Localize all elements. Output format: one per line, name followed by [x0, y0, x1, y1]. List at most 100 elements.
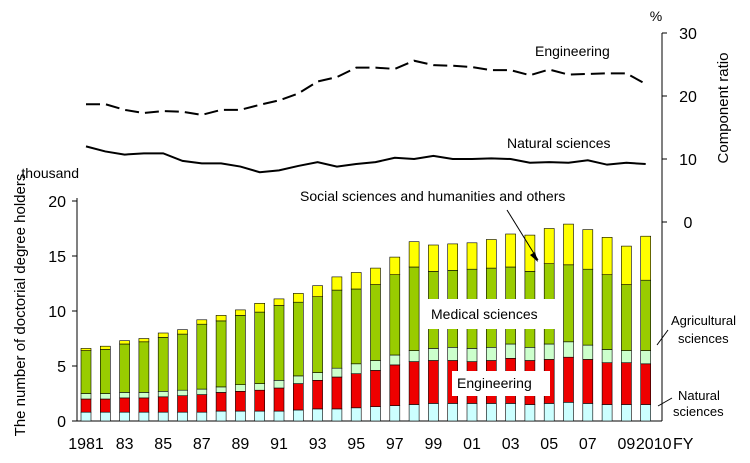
bar-segment-social — [621, 245, 632, 285]
bar-segment-agricultural — [640, 350, 652, 365]
bar-segment-natural — [543, 403, 555, 422]
bar-segment-natural — [601, 404, 613, 422]
bar-segment-agricultural — [389, 354, 401, 366]
bar-segment-engineering — [196, 394, 208, 413]
x-tick-label: 05 — [540, 436, 558, 453]
bar-segment-agricultural — [466, 348, 478, 362]
right-tick-label: 30 — [679, 26, 697, 43]
bar-segment-engineering — [100, 398, 111, 413]
x-tick-label: 83 — [116, 436, 134, 453]
bar-segment-agricultural — [543, 343, 555, 360]
x-tick-label: 2010 — [636, 436, 672, 453]
bar-segment-agricultural — [485, 346, 497, 361]
bar-segment-social — [215, 315, 227, 322]
bar-segment-medical — [235, 315, 246, 385]
bar-segment-social — [254, 302, 265, 313]
bar-segment-social — [100, 345, 111, 350]
bar-segment-agricultural — [157, 390, 169, 398]
right-y-axis: 0 10 20 30 — [661, 26, 697, 421]
bar-segment-engineering — [292, 383, 304, 411]
bar-label-natural-line1: Natural — [678, 388, 720, 403]
bar-segment-natural — [177, 411, 188, 422]
bar-segment-natural — [350, 407, 362, 422]
bar-segment-engineering — [273, 387, 285, 412]
bar-segment-agricultural — [524, 346, 536, 361]
bar-label-agricultural-line1: Agricultural — [671, 313, 736, 328]
bar-segment-natural — [331, 408, 343, 422]
x-tick-label: 85 — [154, 436, 172, 453]
x-tick-label: 03 — [502, 436, 520, 453]
bar-segment-agricultural — [215, 386, 227, 393]
bar-segment-engineering — [254, 389, 265, 412]
bar-segment-social — [119, 340, 130, 345]
bar-segment-natural — [235, 410, 246, 422]
bar-segment-agricultural — [601, 349, 613, 363]
line-series-natural-sciences — [85, 145, 646, 174]
line-series-engineering — [86, 59, 647, 116]
bar-segment-natural — [196, 411, 208, 422]
x-tick-label: 91 — [270, 436, 288, 453]
bar-segment-natural — [408, 404, 420, 422]
left-unit-label: thousand — [21, 165, 79, 181]
ratio-lines — [85, 59, 647, 174]
bar-segment-natural — [389, 405, 401, 422]
bar-segment-engineering — [215, 392, 227, 412]
x-tick-label: 97 — [386, 436, 404, 453]
bar-segment-social — [331, 276, 343, 291]
bar-segment-social — [466, 242, 478, 270]
bar-segment-engineering — [563, 356, 574, 403]
bar-segment-social — [312, 285, 323, 298]
bar-segment-natural — [640, 404, 652, 422]
right-tick-label: 0 — [684, 215, 693, 232]
x-tick-label: 1981 — [68, 436, 104, 453]
bar-segment-medical — [640, 279, 652, 351]
bar-segment-natural — [524, 404, 536, 422]
bar-segment-natural — [582, 403, 594, 422]
bar-segment-social — [640, 235, 652, 281]
bar-segment-engineering — [370, 370, 381, 407]
bar-segment-natural — [292, 409, 304, 422]
line-label-engineering: Engineering — [535, 43, 610, 59]
bar-segment-natural — [466, 403, 478, 422]
bar-segment-medical — [389, 274, 401, 356]
bar-segment-social — [447, 243, 459, 271]
bar-segment-medical — [408, 266, 420, 351]
bar-segment-agricultural — [505, 343, 516, 359]
left-tick-label: 5 — [57, 359, 66, 376]
bar-segment-social — [601, 237, 613, 276]
bar-segment-medical — [177, 333, 188, 391]
bar-label-agricultural-line2: sciences — [678, 331, 729, 346]
bar-segment-medical — [273, 305, 285, 381]
left-tick-label: 20 — [48, 194, 66, 211]
bar-segment-social — [177, 329, 188, 335]
bar-segment-medical — [138, 341, 150, 393]
bar-segment-social — [80, 348, 92, 351]
bar-segment-natural — [157, 411, 169, 422]
bar-segment-agricultural — [100, 393, 111, 400]
bar-segment-natural — [119, 411, 130, 422]
bar-segment-engineering — [177, 395, 188, 413]
bar-segment-social — [485, 239, 497, 269]
x-tick-label: 95 — [347, 436, 365, 453]
bar-segment-medical — [292, 301, 304, 377]
bar-segment-engineering — [119, 397, 130, 413]
engineering-label-bg — [452, 371, 550, 396]
bar-segment-agricultural — [370, 360, 381, 371]
bar-segment-social — [428, 244, 439, 272]
left-axis-title: The number of doctorial degree holders — [12, 174, 29, 437]
bar-segment-agricultural — [138, 392, 150, 399]
bar-segment-natural — [621, 404, 632, 422]
x-tick-label: 09 — [618, 436, 636, 453]
bar-segment-agricultural — [273, 379, 285, 389]
bar-segment-engineering — [428, 360, 439, 404]
bar-label-social: Social sciences and humanities and other… — [300, 188, 565, 204]
stacked-bars — [80, 223, 652, 422]
bar-segment-agricultural — [235, 384, 246, 392]
bar-segment-agricultural — [582, 344, 594, 360]
bar-segment-agricultural — [177, 389, 188, 397]
bar-segment-medical — [370, 284, 381, 361]
bar-segment-medical — [331, 289, 343, 369]
bar-segment-engineering — [138, 397, 150, 413]
bar-segment-natural — [254, 410, 265, 422]
bar-segment-social — [138, 338, 150, 343]
